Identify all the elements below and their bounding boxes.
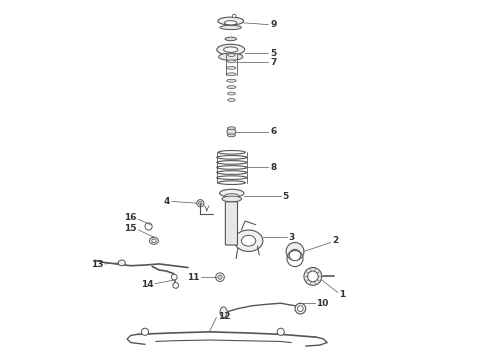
Ellipse shape: [218, 17, 244, 25]
Circle shape: [173, 283, 178, 288]
Ellipse shape: [220, 189, 244, 197]
Ellipse shape: [227, 86, 236, 89]
Ellipse shape: [118, 260, 125, 266]
Ellipse shape: [222, 196, 242, 202]
Circle shape: [277, 328, 284, 336]
Ellipse shape: [227, 92, 236, 95]
Circle shape: [198, 202, 202, 205]
Text: 7: 7: [270, 58, 276, 67]
Text: 5: 5: [270, 49, 276, 58]
Text: 3: 3: [289, 233, 295, 242]
Ellipse shape: [227, 60, 236, 63]
Ellipse shape: [225, 37, 237, 41]
Ellipse shape: [224, 21, 237, 25]
Text: 4: 4: [164, 197, 170, 206]
Circle shape: [297, 306, 303, 311]
Text: 11: 11: [187, 273, 199, 282]
Ellipse shape: [234, 230, 263, 251]
Circle shape: [308, 271, 318, 282]
Ellipse shape: [242, 235, 256, 246]
Ellipse shape: [286, 243, 304, 260]
Circle shape: [304, 267, 322, 285]
Text: 14: 14: [141, 280, 153, 289]
Ellipse shape: [227, 127, 235, 130]
Ellipse shape: [224, 194, 239, 198]
Text: 9: 9: [270, 20, 276, 29]
Ellipse shape: [228, 54, 235, 57]
Ellipse shape: [226, 73, 236, 76]
Text: 10: 10: [316, 299, 328, 308]
Text: 6: 6: [270, 127, 276, 136]
Circle shape: [172, 274, 177, 280]
FancyBboxPatch shape: [225, 202, 238, 245]
Circle shape: [218, 275, 222, 279]
Text: 15: 15: [124, 224, 137, 233]
Text: 13: 13: [91, 260, 103, 269]
Ellipse shape: [219, 53, 243, 60]
Ellipse shape: [289, 249, 301, 261]
Circle shape: [142, 328, 148, 336]
Circle shape: [295, 303, 306, 314]
Circle shape: [216, 273, 224, 282]
Ellipse shape: [228, 99, 235, 102]
Ellipse shape: [149, 237, 158, 244]
Ellipse shape: [226, 79, 236, 82]
Ellipse shape: [227, 129, 236, 135]
Ellipse shape: [220, 307, 227, 318]
Text: 1: 1: [339, 290, 345, 299]
Text: 12: 12: [218, 312, 230, 321]
Ellipse shape: [152, 239, 156, 243]
Circle shape: [232, 14, 236, 18]
Text: 16: 16: [124, 213, 137, 222]
Text: 5: 5: [283, 192, 289, 201]
Ellipse shape: [217, 44, 245, 55]
Ellipse shape: [227, 134, 235, 137]
Text: 8: 8: [270, 163, 276, 172]
Circle shape: [197, 200, 204, 207]
Circle shape: [145, 223, 152, 230]
Ellipse shape: [223, 47, 238, 52]
Ellipse shape: [227, 66, 236, 69]
Text: 2: 2: [332, 236, 339, 245]
Ellipse shape: [220, 25, 242, 30]
